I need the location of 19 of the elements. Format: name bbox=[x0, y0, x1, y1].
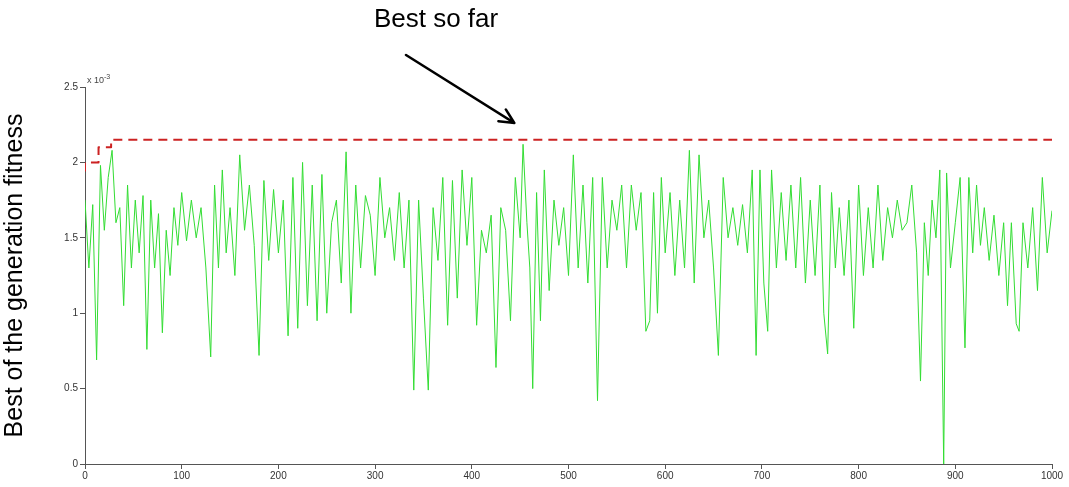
y-tick-label: 0.5 bbox=[64, 382, 79, 394]
y-tick-label: 0 bbox=[72, 457, 79, 469]
x-tick-label: 900 bbox=[946, 469, 965, 481]
y-tick-label: 2 bbox=[72, 156, 79, 168]
text: Best so far bbox=[373, 3, 499, 34]
x-tick-label: 400 bbox=[463, 469, 481, 481]
x-tick-label: 300 bbox=[366, 469, 384, 481]
x-tick-label: 700 bbox=[753, 469, 771, 481]
x-tick-label: 500 bbox=[560, 469, 578, 481]
y-tick-label: 1.5 bbox=[64, 231, 79, 243]
x-tick-label: 1000 bbox=[1040, 469, 1064, 481]
x-tick-label: 100 bbox=[173, 469, 191, 481]
x-tick-label: 600 bbox=[656, 469, 674, 481]
x-tick-label: 200 bbox=[270, 469, 288, 481]
x-tick-label: 0 bbox=[82, 469, 89, 481]
y-axis-title: Best of the generation fitness bbox=[0, 113, 27, 438]
y-tick-label: 2.5 bbox=[64, 80, 79, 92]
y-tick-label: 1 bbox=[72, 306, 79, 318]
x-tick-label: 800 bbox=[850, 469, 868, 481]
